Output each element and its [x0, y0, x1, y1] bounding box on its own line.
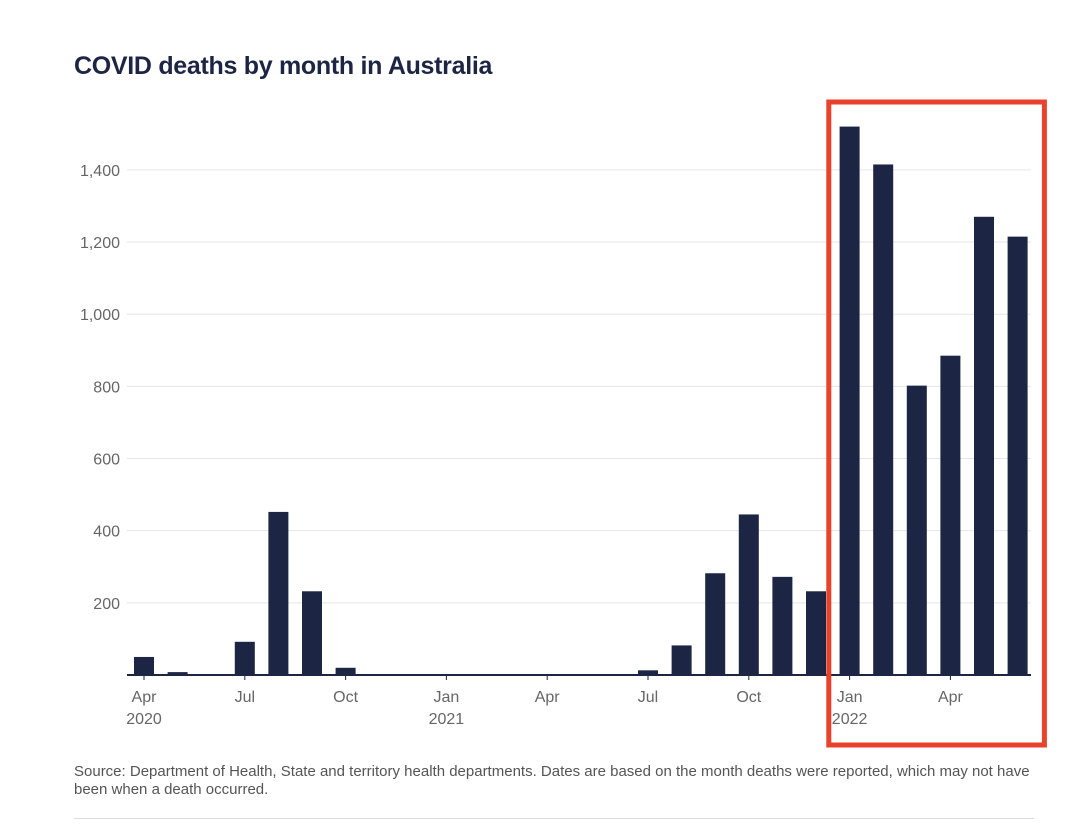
y-tick-label: 400: [93, 524, 120, 541]
x-tick-label: Apr: [938, 689, 964, 706]
y-tick-label: 1,400: [80, 163, 120, 180]
x-tick-label: Jan: [837, 689, 863, 706]
bar-2022-05: [974, 216, 994, 675]
bar-2020-10: [335, 667, 356, 675]
y-tick-label: 600: [93, 452, 120, 469]
x-tick-label: Jul: [638, 689, 658, 706]
bar-2021-12: [806, 591, 826, 675]
y-tick-label: 200: [93, 596, 120, 613]
bar-2022-06: [1007, 236, 1028, 676]
footer-divider: [74, 818, 1034, 819]
bar-2020-05: [167, 672, 188, 675]
bar-2020-09: [302, 591, 322, 675]
bar-2022-02: [873, 164, 894, 675]
bar-2021-07: [638, 670, 658, 675]
y-tick-label: 1,000: [80, 307, 120, 324]
bar-2020-08: [268, 511, 289, 675]
y-tick-label: 800: [93, 379, 120, 396]
bar-2021-10: [738, 514, 759, 675]
x-tick-label: Jul: [235, 689, 255, 706]
x-tick-label: Jan: [434, 689, 460, 706]
bar-2022-03: [906, 385, 927, 675]
x-tick-year-label: 2021: [429, 711, 465, 728]
bar-2020-07: [234, 641, 255, 675]
bar-2021-09: [705, 573, 726, 675]
source-note: Source: Department of Health, State and …: [74, 763, 1030, 798]
x-tick-label: Oct: [736, 689, 761, 706]
y-tick-label: 1,200: [80, 235, 120, 252]
bar-2022-04: [940, 355, 961, 675]
bar-2020-04: [134, 656, 154, 675]
x-tick-label: Oct: [333, 689, 358, 706]
bars: [134, 126, 1028, 676]
gridlines: [127, 169, 1031, 604]
x-tick-label: Apr: [132, 689, 158, 706]
bar-chart: 200 400 600 800 1,000 1,200 1,400 Apr 2020 Jul Oc…: [80, 99, 1047, 748]
x-tick-year-label: 2020: [126, 711, 162, 728]
chart-title: COVID deaths by month in Australia: [74, 52, 493, 80]
bar-2022-01: [839, 126, 860, 676]
bar-2021-11: [772, 576, 793, 675]
highlight-box: [826, 99, 1047, 748]
x-tick-labels: Apr 2020 Jul Oct Jan 2021 Apr Jul Oct Jan 2022 Apr: [126, 675, 964, 728]
x-tick-label: Apr: [535, 689, 561, 706]
y-tick-labels: 200 400 600 800 1,000 1,200 1,400: [80, 163, 120, 613]
x-tick-year-label: 2022: [832, 711, 868, 728]
bar-2021-08: [671, 645, 692, 675]
